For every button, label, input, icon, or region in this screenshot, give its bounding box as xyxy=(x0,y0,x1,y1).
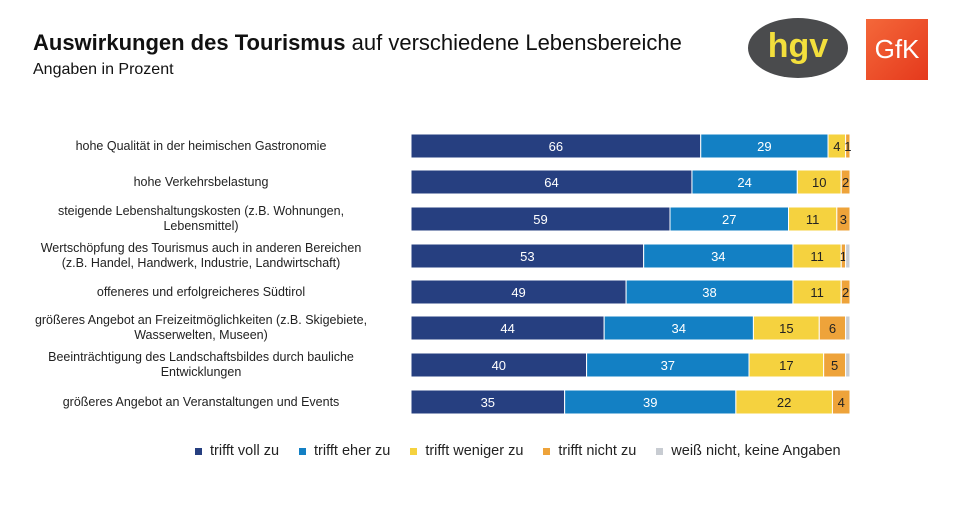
legend-label: weiß nicht, keine Angaben xyxy=(671,443,841,459)
legend-item: trifft nicht zu xyxy=(543,443,636,459)
data-label: 2 xyxy=(842,175,849,190)
bar-segment xyxy=(792,243,842,269)
data-label: 1 xyxy=(840,249,847,264)
data-label: 29 xyxy=(757,139,771,154)
title-bold: Auswirkungen des Tourismus xyxy=(33,30,346,55)
bar-segment xyxy=(840,279,851,305)
bar-segment xyxy=(410,133,702,159)
chart-title: Auswirkungen des Tourismus auf verschied… xyxy=(33,30,682,56)
data-label: 17 xyxy=(779,358,793,373)
legend-item: trifft voll zu xyxy=(195,443,279,459)
bar-segment xyxy=(796,169,842,195)
data-label: 1 xyxy=(844,139,851,154)
bar-segment xyxy=(818,315,847,341)
bar-segment xyxy=(603,315,754,341)
data-label: 37 xyxy=(661,358,675,373)
bar-segment xyxy=(735,389,833,415)
data-label: 35 xyxy=(481,395,495,410)
bar-segment xyxy=(669,206,790,232)
legend-label: trifft eher zu xyxy=(314,443,391,459)
data-label: 59 xyxy=(533,212,547,227)
bar-segment xyxy=(845,243,851,269)
data-label: 11 xyxy=(806,212,820,227)
bar-segment xyxy=(625,279,794,305)
legend-label: trifft weniger zu xyxy=(425,443,524,459)
data-label: 44 xyxy=(500,321,514,336)
hgv-logo: hgv xyxy=(748,18,848,78)
legend-swatch xyxy=(543,447,551,455)
data-label: 34 xyxy=(711,249,725,264)
bar-segment xyxy=(845,352,851,378)
data-label: 38 xyxy=(702,285,716,300)
legend-swatch xyxy=(195,447,202,455)
data-label: 11 xyxy=(810,285,824,300)
bar-segment xyxy=(410,279,627,305)
data-label: 34 xyxy=(672,321,686,336)
legend-label: trifft nicht zu xyxy=(558,443,637,459)
bar-segment xyxy=(788,206,838,232)
data-label: 10 xyxy=(812,175,826,190)
data-label: 39 xyxy=(643,395,657,410)
data-label: 4 xyxy=(838,395,845,410)
data-label: 49 xyxy=(511,285,525,300)
gfk-logo: GfK xyxy=(866,19,928,80)
legend: trifft voll zu trifft eher zu trifft wenig… xyxy=(195,443,861,459)
legend-swatch xyxy=(299,447,307,455)
category-label: hohe Verkehrsbelastung xyxy=(133,174,269,189)
legend-item: trifft weniger zu xyxy=(410,443,523,459)
data-label: 24 xyxy=(737,175,751,190)
data-label: 6 xyxy=(829,321,836,336)
data-label: 2 xyxy=(842,285,849,300)
bar-segment xyxy=(752,315,820,341)
bar-segment xyxy=(845,133,851,159)
legend-swatch xyxy=(410,447,418,455)
category-label: Beeinträchtigung des Landschaftsbildes d… xyxy=(48,350,354,379)
data-label: 3 xyxy=(840,212,847,227)
bar-segment xyxy=(845,315,851,341)
bar-segment xyxy=(410,389,566,415)
bar-segment xyxy=(748,352,825,378)
data-label: 5 xyxy=(831,358,838,373)
category-label: Wertschöpfung des Tourismus auch in ande… xyxy=(40,241,362,270)
bar-segment xyxy=(410,315,605,341)
data-label: 11 xyxy=(810,249,824,264)
legend-item: trifft eher zu xyxy=(299,443,390,459)
bar-segment xyxy=(831,389,851,415)
bar-segment xyxy=(410,352,588,378)
legend-item: weiß nicht, keine Angaben xyxy=(656,443,841,459)
bar-segment xyxy=(840,169,851,195)
bar-segment xyxy=(691,169,798,195)
bar-segment xyxy=(836,206,851,232)
category-label: hohe Qualität in der heimischen Gastrono… xyxy=(75,138,327,153)
data-label: 4 xyxy=(833,139,840,154)
title-rest: auf verschiedene Lebensbereiche xyxy=(345,30,682,55)
bar-segment xyxy=(643,243,794,269)
legend-swatch xyxy=(656,447,664,455)
category-label: größeres Angebot an Veranstaltungen und … xyxy=(62,394,340,409)
category-label: offeneres und erfolgreicheres Südtirol xyxy=(96,284,306,299)
category-label: steigende Lebenshaltungskosten (z.B. Woh… xyxy=(57,204,345,233)
legend-label: trifft voll zu xyxy=(210,443,280,459)
data-label: 27 xyxy=(722,212,736,227)
data-label: 53 xyxy=(520,249,534,264)
data-label: 15 xyxy=(779,321,793,336)
data-label: 40 xyxy=(492,358,506,373)
data-label: 22 xyxy=(777,395,791,410)
data-label: 66 xyxy=(549,139,563,154)
chart-subtitle: Angaben in Prozent xyxy=(33,61,174,78)
category-label: größeres Angebot an Freizeitmöglichkeite… xyxy=(34,313,368,342)
bar-segment xyxy=(410,169,693,195)
data-label: 64 xyxy=(544,175,558,190)
bar-segment xyxy=(410,243,645,269)
